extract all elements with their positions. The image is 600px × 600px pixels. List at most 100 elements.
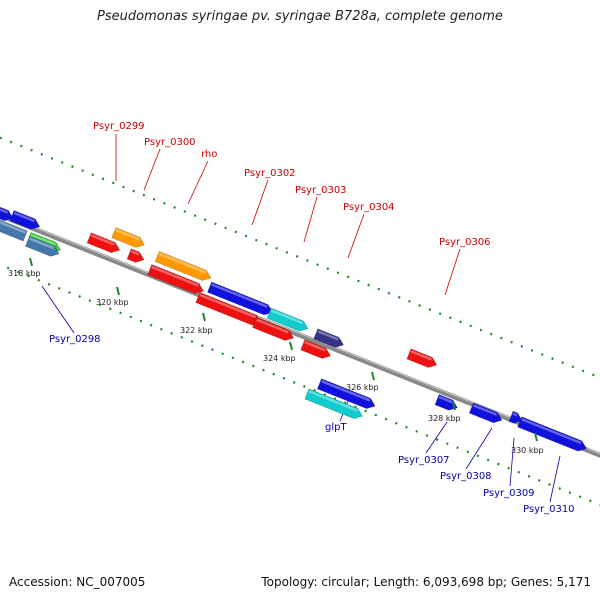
scale-ticks: 318 kbp 320 kbp 322 kbp 324 kbp 326 kbp 328 k…	[8, 257, 544, 455]
gene-arrow[interactable]	[154, 251, 213, 283]
gene-arrow[interactable]	[25, 235, 61, 259]
gene-arrow-shine	[521, 418, 582, 445]
gene-arrow-body	[517, 416, 587, 452]
gene-arrow-body	[207, 281, 274, 316]
gene-arrow-shine	[90, 234, 115, 246]
leader-line	[187, 160, 209, 205]
gene-arrow-shine	[29, 237, 55, 250]
gene-arrow-shine	[115, 228, 140, 241]
gene-label[interactable]: Psyr_0310	[523, 504, 575, 515]
gene-label[interactable]: Psyr_0308	[440, 471, 492, 482]
gene-arrow-shine	[270, 309, 304, 325]
gene-arrow-body	[86, 232, 121, 253]
gene-arrow[interactable]	[147, 264, 206, 296]
gene-arrow-shine	[0, 206, 9, 214]
gene-arrow[interactable]	[111, 227, 147, 250]
gene-arrow-body	[468, 402, 503, 424]
gene-arrow[interactable]	[300, 339, 333, 361]
gene-arrow-body	[508, 410, 523, 424]
gene-arrow[interactable]	[304, 388, 365, 421]
gene-label[interactable]: Psyr_0309	[483, 488, 535, 499]
gene-arrow-body	[406, 348, 438, 368]
leader-line	[251, 179, 269, 226]
leader-line	[549, 455, 561, 503]
gene-arrows	[0, 205, 589, 454]
gene-arrow-body	[313, 328, 345, 348]
leader-line	[425, 421, 448, 454]
gene-label[interactable]: Psyr_0304	[343, 202, 395, 213]
gene-arrow[interactable]	[406, 348, 439, 370]
gene-arrow-body	[434, 394, 458, 411]
gene-arrow-shine	[308, 390, 358, 412]
gene-arrow[interactable]	[252, 316, 296, 343]
gene-arrow[interactable]	[266, 307, 310, 334]
gene-arrow-shine	[304, 340, 326, 352]
gene-arrow-shine	[512, 412, 518, 417]
scale-tick-mark	[202, 312, 206, 322]
scale-tick-label: 318 kbp	[8, 269, 41, 278]
scale-tick-label: 322 kbp	[180, 326, 213, 335]
gene-label[interactable]: Psyr_0298	[49, 334, 101, 345]
gene-label[interactable]: Psyr_0299	[93, 121, 145, 132]
gene-arrow-shine	[321, 379, 371, 402]
scale-tick-mark	[452, 401, 456, 411]
gene-label[interactable]: Psyr_0306	[439, 237, 491, 248]
gene-arrow-body	[0, 205, 14, 222]
scale-tick-label: 330 kbp	[511, 446, 544, 455]
scale-tick-mark	[371, 371, 375, 381]
scale-tick-label: 328 kbp	[428, 414, 461, 423]
gene-arrow-shine	[0, 218, 27, 234]
scale-tick-mark	[29, 257, 33, 267]
gene-arrow[interactable]	[468, 402, 504, 425]
gene-arrow-body	[147, 264, 205, 294]
gene-arrow[interactable]	[0, 215, 28, 242]
scale-tick-label: 326 kbp	[346, 383, 379, 392]
gene-label[interactable]: rho	[201, 149, 217, 160]
leader-line	[509, 437, 515, 487]
leader-line	[303, 196, 318, 243]
gene-arrow[interactable]	[126, 248, 146, 265]
gene-arrow-body	[154, 251, 212, 281]
gene-arrow[interactable]	[508, 410, 524, 426]
gene-arrow-shine	[151, 265, 199, 287]
gene-arrow[interactable]	[207, 281, 274, 317]
dots-outer-top	[0, 136, 600, 379]
leader-line	[41, 285, 75, 334]
gene-arrow[interactable]	[434, 394, 460, 412]
gene-label[interactable]: Psyr_0307	[398, 455, 450, 466]
page-title: Pseudomonas syringae pv. syringae B728a,…	[97, 9, 503, 24]
gene-label[interactable]: Psyr_0303	[295, 185, 347, 196]
gene-arrow[interactable]	[86, 232, 122, 255]
gene-arrow-body	[25, 235, 60, 257]
gene-arrow[interactable]	[517, 416, 589, 454]
gene-arrow-shine	[472, 404, 498, 416]
gene-label[interactable]: Psyr_0302	[244, 168, 296, 179]
gene-arrow-body	[111, 227, 145, 248]
genome-summary-text: Topology: circular; Length: 6,093,698 bp…	[261, 575, 591, 589]
gene-arrow-body	[266, 307, 309, 332]
scale-tick-label: 320 kbp	[96, 298, 129, 307]
gene-arrow-shine	[30, 233, 56, 246]
gene-arrow-shine	[317, 330, 339, 341]
gene-arrow-body	[316, 378, 376, 409]
gene-arrow-body	[9, 210, 41, 230]
leader-line	[143, 148, 161, 191]
gene-arrow[interactable]	[316, 378, 377, 411]
gene-arrow[interactable]	[0, 205, 15, 224]
gene-arrow-body	[252, 316, 295, 341]
gene-arrow-shine	[438, 395, 453, 404]
gene-arrow-shine	[410, 350, 432, 361]
gene-arrow[interactable]	[313, 328, 346, 350]
leader-line	[347, 213, 365, 259]
gene-arrow[interactable]	[9, 210, 42, 231]
gene-arrow-shine	[130, 250, 140, 256]
gene-arrow-body	[126, 248, 145, 263]
gene-arrow-shine	[211, 283, 268, 308]
gene-arrow-body	[304, 388, 363, 420]
gene-label[interactable]: Psyr_0300	[144, 137, 196, 148]
gene-label[interactable]: glpT	[325, 422, 347, 433]
gene-arrow-shine	[13, 211, 35, 223]
